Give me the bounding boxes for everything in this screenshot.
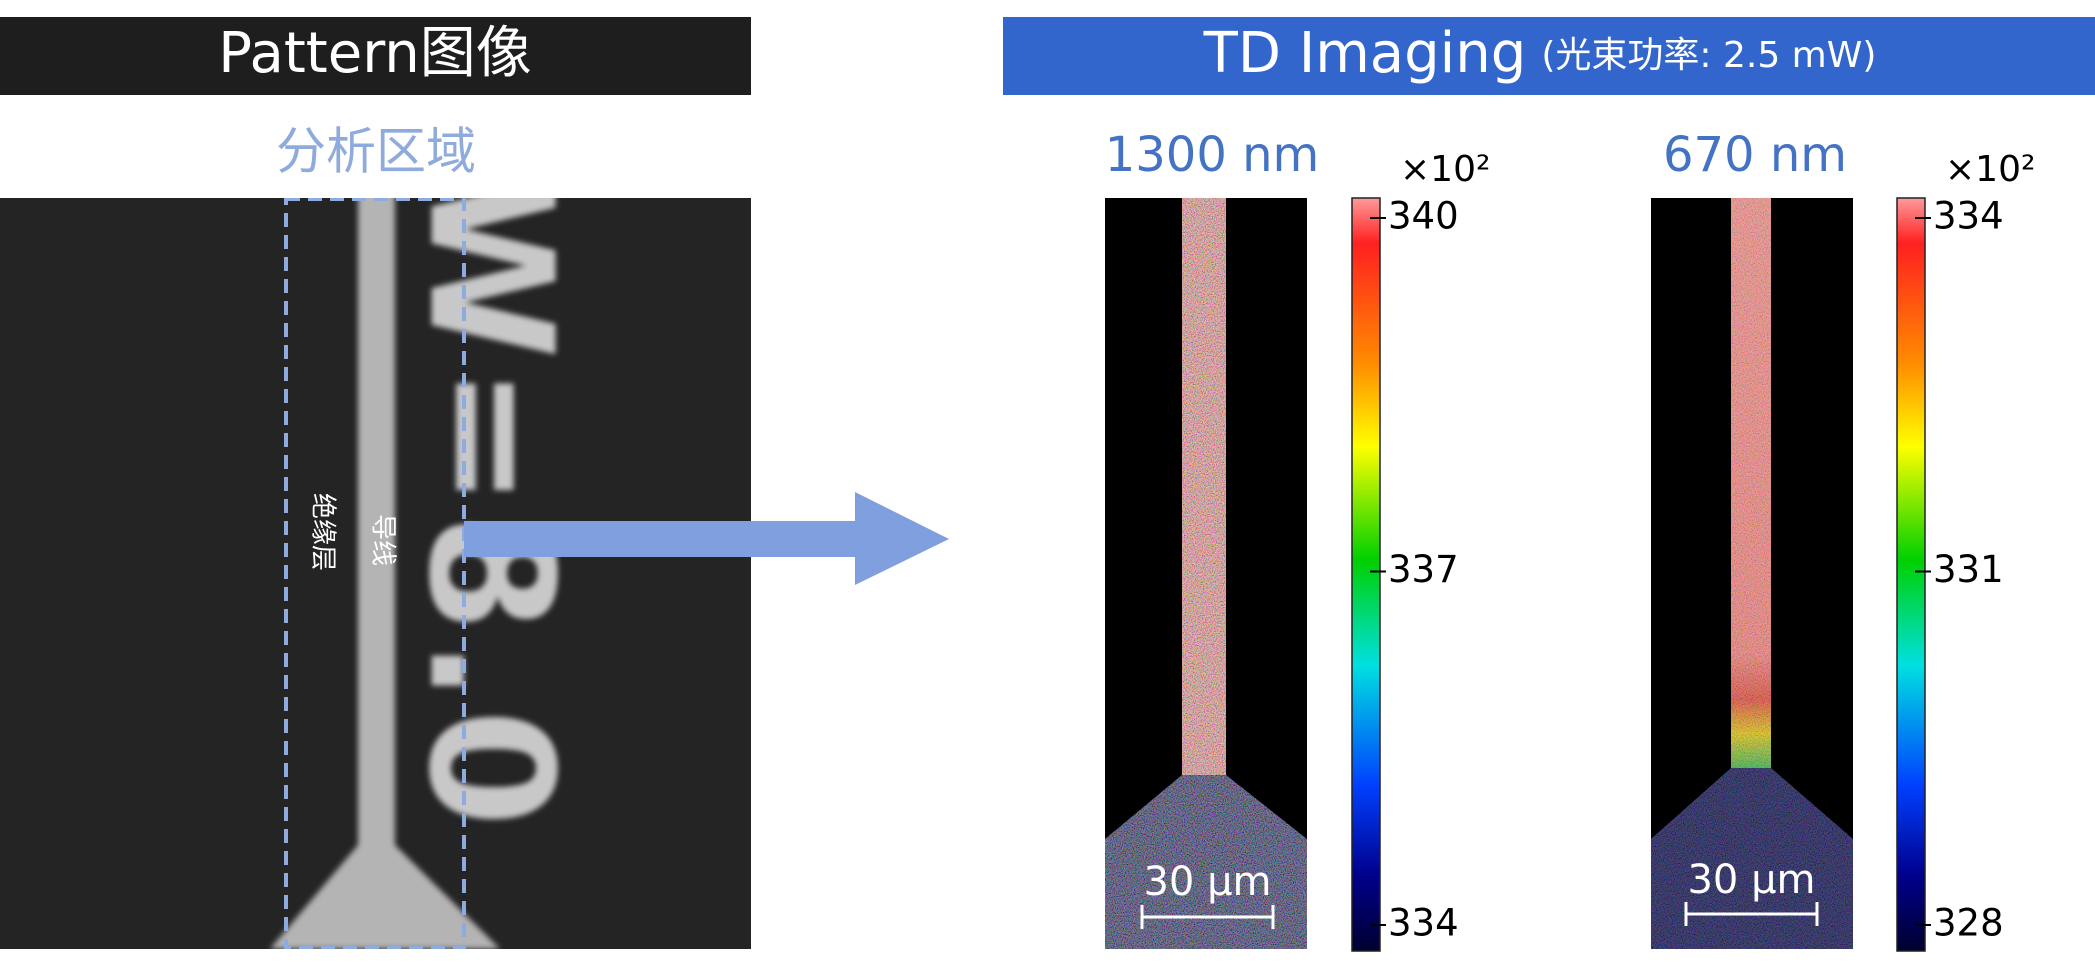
td-panel: 1300 nm 30 μm ×10² 340 337 334 [1105,127,1490,952]
sample-text: W=8.0 [391,172,589,833]
scale-bar-label: 30 μm [1687,857,1815,903]
wavelength-label: 670 nm [1663,127,1847,183]
wire-label: 导线 [368,514,398,566]
right-header-bar [1003,17,2095,95]
signal-noise [1651,198,1853,949]
region-box [284,198,466,949]
td-panel: 670 nm 30 μm ×10² 334 331 328 [1651,127,2035,952]
left-title: Pattern图像 [218,21,531,86]
colorbar [1896,197,1926,952]
colorbar-tick-label: 334 [1388,902,1459,945]
right-title: TD Imaging [1203,21,1527,86]
colorbar-multiplier: ×10² [1945,149,2035,190]
wavelength-label: 1300 nm [1105,127,1320,183]
wire [358,198,395,850]
colorbar-tick-label: 331 [1933,548,2004,591]
right-title-line: TD Imaging (光束功率: 2.5 mW) [1203,21,1877,86]
colorbar-multiplier: ×10² [1400,149,1490,190]
td-panels: 1300 nm 30 μm ×10² 340 337 334 670 nm 30 μm ×10²… [1105,127,2035,952]
region-label: 分析区域 [276,123,476,181]
scale-bar-label: 30 μm [1143,859,1271,905]
colorbar-tick-label: 337 [1388,548,1459,591]
wire-shape: W=8.0 [270,172,589,949]
signal-noise [1105,198,1307,949]
left-header-bar [0,17,751,95]
pad [270,845,500,949]
arrow [464,492,949,585]
colorbar [1351,197,1381,952]
insulator-label: 绝缘层 [308,493,338,571]
colorbar-tick-label: 340 [1388,195,1459,238]
right-subtitle: (光束功率: 2.5 mW) [1541,35,1876,76]
colorbar-tick-label: 334 [1933,195,2004,238]
colorbar-tick-label: 328 [1933,902,2004,945]
pattern-image: W=8.0 导线 绝缘层 [0,172,751,949]
